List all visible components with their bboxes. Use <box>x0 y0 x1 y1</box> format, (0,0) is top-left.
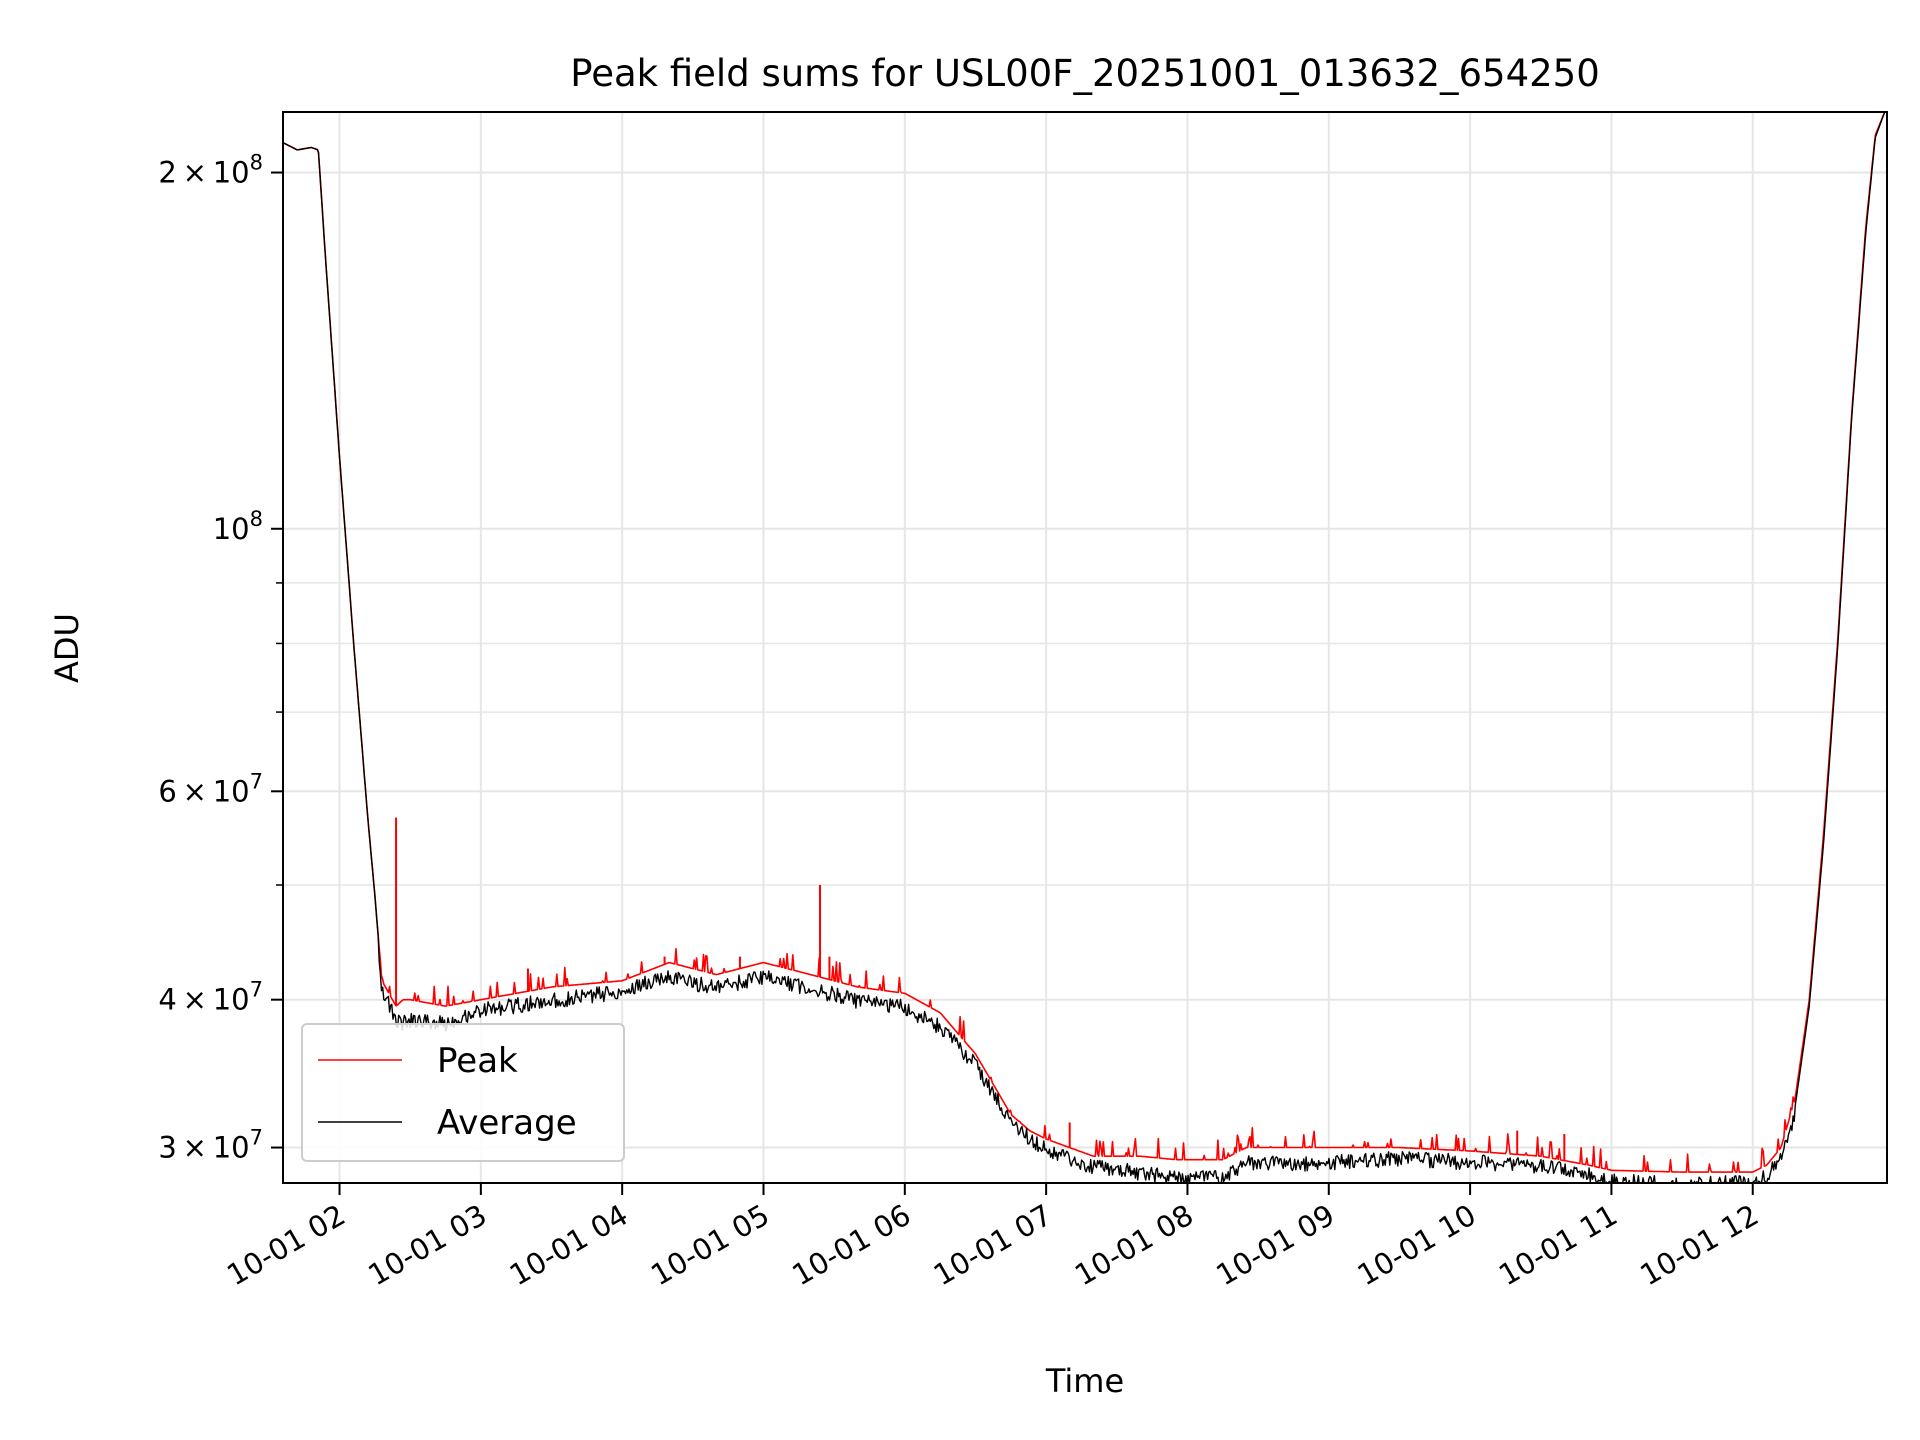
legend: Peak Average <box>301 1023 625 1162</box>
y-tick-label: 3 × 107 <box>158 1126 263 1165</box>
y-tick-label: 108 <box>213 507 263 546</box>
grid-lines <box>283 112 1887 1183</box>
y-axis-title: ADU <box>48 613 86 683</box>
series-line-peak <box>283 112 1887 1173</box>
y-tick-label: 4 × 107 <box>158 978 263 1017</box>
x-axis-title: Time <box>1045 1362 1124 1400</box>
series-layer <box>283 112 1887 1183</box>
legend-label-peak: Peak <box>437 1041 518 1081</box>
series-line-average <box>283 112 1887 1183</box>
y-tick-label: 6 × 107 <box>158 769 263 808</box>
legend-label-average: Average <box>437 1103 577 1143</box>
chart-title: Peak field sums for USL00F_20251001_0136… <box>570 52 1600 95</box>
y-axis: 2 × 108 108 6 × 107 4 × 107 3 × 107 <box>158 151 283 1165</box>
y-tick-label: 2 × 108 <box>158 151 263 190</box>
plot-frame <box>282 111 1888 1184</box>
legend-box <box>301 1023 625 1162</box>
